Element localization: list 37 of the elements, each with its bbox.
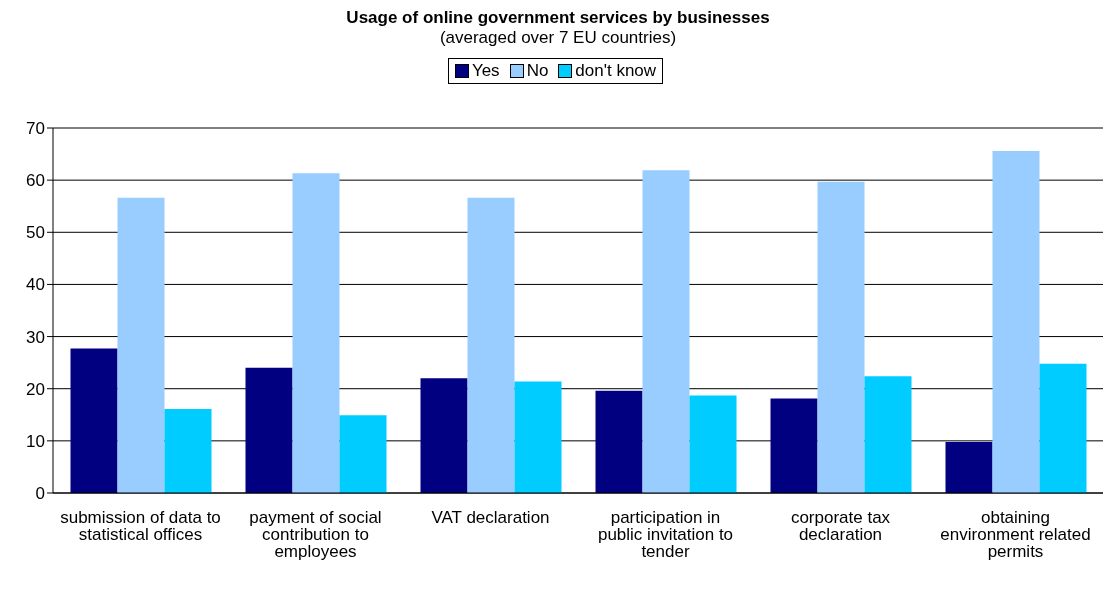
y-tick-label: 60 (26, 171, 45, 191)
bar (945, 441, 993, 493)
bar (817, 181, 865, 493)
bar (770, 398, 818, 493)
bar (245, 367, 293, 493)
bar (339, 415, 387, 493)
x-tick-label: corporate tax declaration (790, 508, 891, 545)
x-tick-label: submission of data to statistical offices (60, 508, 221, 545)
chart-subtitle: (averaged over 7 EU countries) (438, 28, 678, 48)
x-tick-label: payment of social contribution to employees (249, 508, 382, 562)
y-tick-label: 10 (26, 431, 45, 451)
y-tick-label: 70 (26, 119, 45, 139)
y-tick-label: 40 (26, 275, 45, 295)
bar (689, 395, 737, 493)
bar (1039, 363, 1087, 493)
bar (420, 378, 468, 493)
legend-label: Yes (470, 61, 500, 81)
bar (70, 348, 118, 493)
bar (164, 409, 212, 493)
bar (467, 197, 515, 493)
x-tick-label: obtaining environment related permits (940, 508, 1091, 562)
bar (595, 390, 643, 493)
bar (514, 381, 562, 493)
chart-title: Usage of online government services by businesses (345, 8, 771, 28)
y-tick-label: 50 (26, 223, 45, 243)
bar (117, 197, 165, 493)
y-tick-label: 20 (26, 379, 45, 399)
bar (864, 376, 912, 493)
x-tick-label: participation in public invitation to tender (597, 508, 734, 562)
bar (992, 150, 1040, 493)
legend-label: don't know (574, 61, 657, 81)
legend-label: No (525, 61, 549, 81)
y-tick-label: 0 (35, 484, 45, 504)
bar (642, 170, 690, 493)
y-tick-label: 30 (26, 327, 45, 347)
x-tick-label: VAT declaration (431, 508, 550, 528)
bar (292, 173, 340, 493)
